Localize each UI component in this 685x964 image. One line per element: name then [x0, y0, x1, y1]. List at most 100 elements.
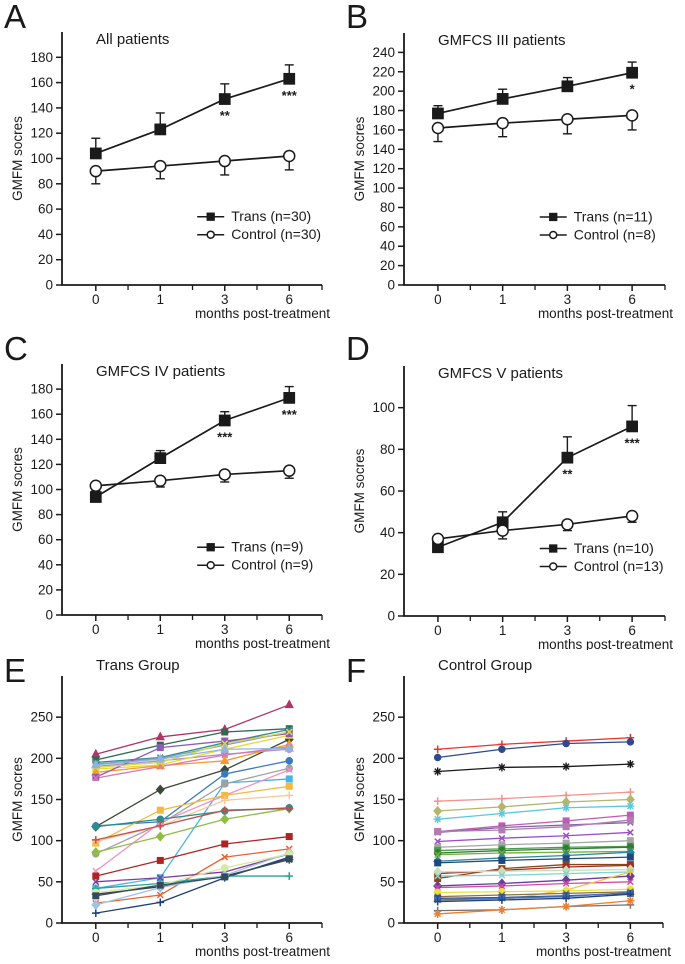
svg-text:80: 80	[380, 442, 395, 457]
svg-text:3: 3	[221, 622, 229, 637]
panel-a-all-patients: A 0 20 40 60 80 100 120 140 160 180 0 1 3 6 months pos…	[0, 0, 342, 320]
svg-text:200: 200	[372, 84, 395, 99]
svg-text:1: 1	[157, 622, 165, 637]
svg-text:0: 0	[45, 608, 53, 623]
svg-text:Trans (n=30): Trans (n=30)	[231, 208, 311, 224]
svg-text:0: 0	[92, 930, 100, 945]
panel-b-gmfcs-iii: B 0 20 40 60 80 100 120 140 160 180 200 220 240 0 1 3 6 m…	[342, 0, 685, 320]
panel-e-trans-group: E 0 50 100 150 200 250 0 1 3 6 months post-treatme…	[0, 650, 342, 964]
svg-text:20: 20	[380, 258, 395, 273]
svg-text:100: 100	[30, 833, 53, 848]
svg-text:50: 50	[380, 874, 395, 889]
svg-text:80: 80	[38, 176, 53, 191]
svg-text:6: 6	[285, 930, 293, 945]
svg-text:GMFCS III patients: GMFCS III patients	[438, 32, 566, 49]
svg-text:160: 160	[372, 122, 395, 137]
svg-text:months post-treatment: months post-treatment	[195, 944, 330, 959]
svg-text:50: 50	[38, 874, 53, 889]
svg-text:Trans Group: Trans Group	[96, 657, 180, 674]
svg-text:100: 100	[30, 482, 53, 497]
svg-text:Control (n=8): Control (n=8)	[574, 226, 656, 242]
svg-text:1: 1	[157, 930, 165, 945]
svg-text:180: 180	[30, 50, 53, 65]
svg-text:***: ***	[217, 429, 233, 444]
svg-text:0: 0	[434, 623, 442, 638]
svg-text:180: 180	[30, 382, 53, 397]
svg-text:6: 6	[627, 930, 635, 945]
svg-text:months post-treatment: months post-treatment	[538, 306, 673, 320]
svg-text:1: 1	[499, 292, 507, 307]
svg-text:200: 200	[30, 751, 53, 766]
svg-text:GMFM socres: GMFM socres	[10, 116, 25, 201]
svg-text:Control Group: Control Group	[438, 657, 532, 674]
panel-f-control-group: F 0 50 100 150 200 250 0 1 3 6 months post-treatme…	[342, 650, 685, 964]
svg-text:months post-treatment: months post-treatment	[195, 636, 330, 650]
svg-text:3: 3	[221, 292, 229, 307]
svg-text:6: 6	[628, 623, 636, 638]
svg-text:180: 180	[372, 103, 395, 118]
panel-letter-b: B	[346, 0, 369, 35]
svg-text:0: 0	[434, 292, 442, 307]
svg-text:**: **	[562, 467, 573, 482]
svg-text:*: *	[630, 82, 636, 97]
svg-text:140: 140	[30, 432, 53, 447]
svg-text:80: 80	[380, 200, 395, 215]
svg-text:20: 20	[380, 567, 395, 582]
svg-text:Control (n=13): Control (n=13)	[574, 558, 664, 574]
svg-text:140: 140	[372, 142, 395, 157]
svg-text:GMFM socres: GMFM socres	[10, 447, 25, 532]
svg-text:40: 40	[380, 239, 395, 254]
svg-text:6: 6	[628, 292, 636, 307]
panel-c-gmfcs-iv: C 0 20 40 60 80 100 120 140 160 180 0 1 3 6 months pos…	[0, 320, 342, 650]
svg-text:1: 1	[498, 930, 506, 945]
svg-text:80: 80	[38, 507, 53, 522]
svg-text:1: 1	[157, 292, 165, 307]
svg-text:100: 100	[372, 181, 395, 196]
svg-text:160: 160	[30, 407, 53, 422]
svg-text:GMFCS IV patients: GMFCS IV patients	[96, 363, 225, 380]
svg-text:60: 60	[380, 484, 395, 499]
svg-text:40: 40	[38, 227, 53, 242]
svg-text:120: 120	[30, 457, 53, 472]
svg-text:3: 3	[562, 930, 570, 945]
svg-text:months post-treatment: months post-treatment	[195, 306, 330, 320]
svg-text:0: 0	[387, 609, 395, 624]
svg-text:60: 60	[380, 219, 395, 234]
panel-d-gmfcs-v: D 0 20 40 60 80 100 0 1 3 6 months post-treatment G…	[342, 320, 685, 650]
svg-text:0: 0	[92, 622, 100, 637]
svg-text:0: 0	[45, 278, 53, 293]
svg-text:0: 0	[92, 292, 100, 307]
svg-text:60: 60	[38, 532, 53, 547]
svg-text:GMFM socres: GMFM socres	[352, 757, 367, 842]
svg-text:220: 220	[372, 64, 395, 79]
svg-text:1: 1	[499, 623, 507, 638]
svg-text:GMFM socres: GMFM socres	[352, 448, 367, 533]
svg-text:6: 6	[285, 292, 293, 307]
svg-text:3: 3	[221, 930, 229, 945]
svg-text:6: 6	[285, 622, 293, 637]
svg-text:20: 20	[38, 582, 53, 597]
svg-text:GMFM socres: GMFM socres	[352, 116, 367, 201]
chart-gmfcs-iii: 0 20 40 60 80 100 120 140 160 180 200 220 240 0 1 3 6mon…	[352, 32, 673, 320]
svg-text:120: 120	[372, 161, 395, 176]
svg-text:Trans (n=10): Trans (n=10)	[574, 540, 654, 556]
svg-text:***: ***	[625, 435, 641, 450]
svg-text:GMFM socres: GMFM socres	[10, 757, 25, 842]
panel-letter-e: E	[4, 652, 27, 689]
svg-text:200: 200	[372, 751, 395, 766]
svg-text:Control (n=30): Control (n=30)	[231, 226, 321, 242]
svg-text:3: 3	[564, 623, 572, 638]
svg-text:150: 150	[372, 792, 395, 807]
svg-text:0: 0	[45, 916, 53, 931]
svg-text:250: 250	[30, 710, 53, 725]
svg-text:3: 3	[564, 292, 572, 307]
svg-text:***: ***	[282, 407, 298, 422]
svg-text:months post-treatment: months post-treatment	[538, 637, 673, 650]
svg-text:Control (n=9): Control (n=9)	[231, 557, 313, 573]
